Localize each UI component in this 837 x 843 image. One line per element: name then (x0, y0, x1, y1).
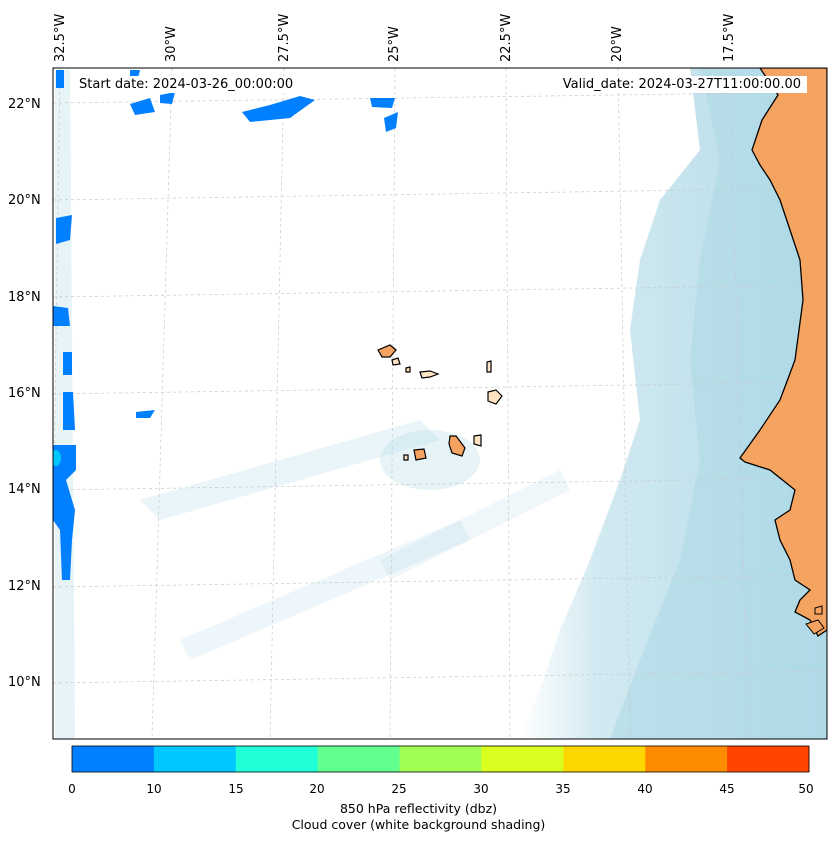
colorbar-segment (72, 746, 155, 772)
valid-date-label: Valid_date: 2024-03-27T11:00:00.00 (556, 76, 807, 93)
lon-label-30w: 30°W (164, 26, 179, 62)
island-santa-luzia (405, 366, 411, 373)
cloud-around-islands (380, 430, 480, 490)
lat-label-12n: 12°N (8, 579, 41, 594)
lat-label-20n: 20°N (8, 193, 41, 208)
reflectivity-blob (56, 215, 72, 244)
reflectivity-blob (56, 70, 64, 88)
colorbar-segment (563, 746, 646, 772)
reflectivity-blobs (53, 70, 398, 580)
colorbar-segment (481, 746, 564, 772)
reflectivity-blob (242, 96, 315, 122)
reflectivity-blob (53, 306, 70, 326)
colorbar-tick: 20 (309, 782, 325, 796)
lon-label-32.5w: 32.5°W (53, 13, 68, 62)
island-sao-vicente (391, 357, 401, 366)
lat-label-18n: 18°N (8, 290, 41, 305)
reflectivity-blob (63, 352, 72, 375)
lat-label-10n: 10°N (8, 675, 41, 690)
bijagos-island (814, 605, 823, 615)
island-boa-vista (487, 389, 503, 405)
island-sao-nicolau (419, 370, 440, 379)
reflectivity-blob (63, 392, 75, 430)
reflectivity-blob (160, 92, 175, 104)
lon-label-25w: 25°W (387, 26, 402, 62)
reflectivity-blob (370, 98, 395, 108)
lon-label-20w: 20°W (610, 26, 625, 62)
island-maio (473, 434, 482, 447)
island-santo-antao (377, 344, 397, 358)
lon-label-17.5w: 17.5°W (722, 13, 737, 62)
bijagos-island (805, 619, 825, 635)
colorbar-border (71, 745, 810, 773)
colorbar-tick: 50 (798, 782, 814, 796)
colorbar-segment (235, 746, 319, 772)
colorbar-segment (153, 746, 237, 772)
colorbar-segment (399, 746, 482, 772)
colorbar-tick: 0 (68, 782, 76, 796)
lat-label-16n: 16°N (8, 386, 41, 401)
africa-land (739, 68, 827, 637)
reflectivity-blob (136, 410, 155, 418)
reflectivity-blob (384, 112, 398, 132)
colorbar-tick: 45 (719, 782, 735, 796)
gridlines (53, 68, 827, 739)
colorbar-tick: 10 (146, 782, 162, 796)
cape-verde-islands (377, 344, 503, 461)
cloud-cover-east-dense (610, 68, 827, 739)
lat-label-14n: 14°N (8, 482, 41, 497)
colorbar-tick: 40 (637, 782, 653, 796)
island-brava (403, 454, 409, 461)
lon-label-22.5w: 22.5°W (499, 13, 514, 62)
map-border (52, 67, 828, 740)
colorbar (72, 746, 810, 772)
cloud-streak-1 (140, 420, 440, 520)
island-fogo (413, 448, 427, 461)
colorbar-tick: 15 (228, 782, 244, 796)
cloud-streak-2 (180, 520, 470, 660)
reflectivity-blob-10-15 (53, 450, 61, 466)
island-santiago (448, 435, 466, 457)
start-date-label: Start date: 2024-03-26_00:00:00 (73, 76, 300, 93)
lat-label-22n: 22°N (8, 97, 41, 112)
colorbar-tick: 25 (391, 782, 407, 796)
reflectivity-blob (130, 98, 155, 115)
colorbar-tick: 30 (473, 782, 489, 796)
island-sal (486, 360, 492, 373)
colorbar-segment (727, 746, 810, 772)
colorbar-segment (645, 746, 728, 772)
colorbar-tick: 35 (555, 782, 571, 796)
colorbar-segment (317, 746, 401, 772)
lon-label-27.5w: 27.5°W (277, 13, 292, 62)
colorbar-sublabel: Cloud cover (white background shading) (291, 817, 546, 832)
reflectivity-blob (53, 445, 76, 580)
colorbar-label: 850 hPa reflectivity (dbz) (339, 801, 498, 816)
cloud-streak-3 (380, 470, 570, 580)
